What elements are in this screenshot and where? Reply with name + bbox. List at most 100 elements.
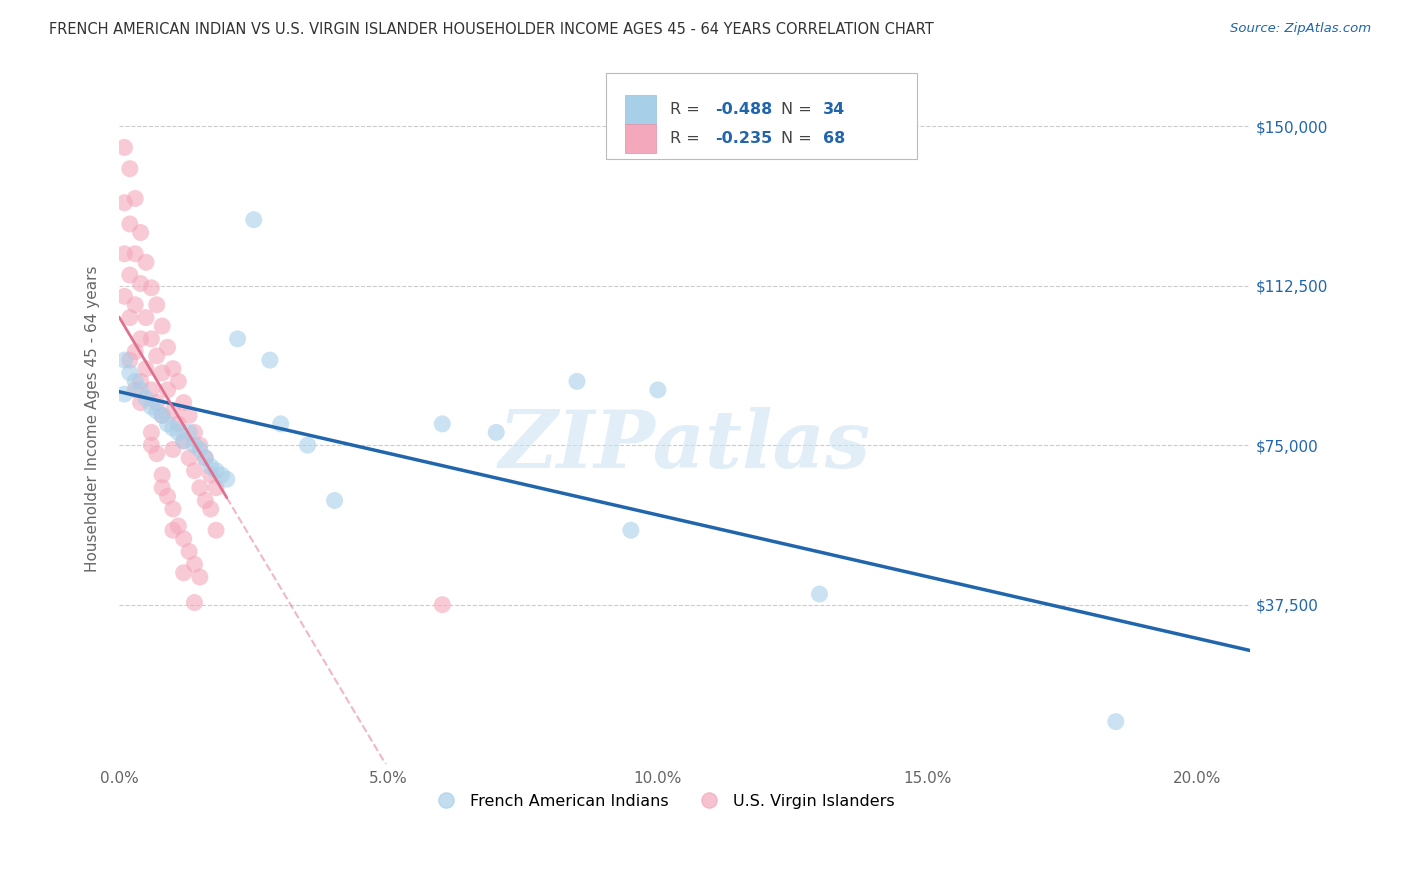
Bar <box>624 124 657 153</box>
Point <box>173 566 195 580</box>
Point <box>647 383 669 397</box>
Point <box>124 298 146 312</box>
Point <box>226 332 249 346</box>
Point <box>209 467 232 482</box>
Text: -0.488: -0.488 <box>716 103 772 118</box>
Point <box>118 353 141 368</box>
Point <box>194 450 217 465</box>
Point <box>194 450 217 465</box>
Point <box>177 544 200 558</box>
Point <box>150 409 173 423</box>
Point <box>135 392 157 406</box>
Point <box>118 366 141 380</box>
Point <box>167 425 190 440</box>
Point <box>141 383 163 397</box>
Point <box>129 332 152 346</box>
Point <box>129 277 152 291</box>
Point <box>145 404 167 418</box>
Point <box>173 395 195 409</box>
Point <box>124 375 146 389</box>
Text: R =: R = <box>671 131 700 146</box>
Point <box>620 523 643 537</box>
Point <box>129 395 152 409</box>
Point <box>162 502 184 516</box>
Point <box>124 246 146 260</box>
Point <box>200 459 222 474</box>
Text: 68: 68 <box>823 131 845 146</box>
Text: ZIPatlas: ZIPatlas <box>499 408 870 485</box>
Point <box>162 404 184 418</box>
Point <box>118 161 141 176</box>
Bar <box>624 95 657 124</box>
Point <box>177 409 200 423</box>
Point <box>135 310 157 325</box>
Point <box>124 191 146 205</box>
Point <box>259 353 281 368</box>
Text: N =: N = <box>780 103 811 118</box>
Point <box>808 587 831 601</box>
Point <box>205 464 228 478</box>
Point <box>177 450 200 465</box>
Y-axis label: Householder Income Ages 45 - 64 years: Householder Income Ages 45 - 64 years <box>86 265 100 572</box>
Point <box>183 438 205 452</box>
Point <box>194 493 217 508</box>
Point <box>242 212 264 227</box>
FancyBboxPatch shape <box>606 73 917 160</box>
Point <box>141 425 163 440</box>
Point <box>297 438 319 452</box>
Point <box>156 383 179 397</box>
Point <box>114 353 136 368</box>
Point <box>188 442 211 457</box>
Text: N =: N = <box>780 131 811 146</box>
Point <box>162 523 184 537</box>
Point <box>485 425 508 440</box>
Point <box>162 421 184 435</box>
Point <box>156 489 179 503</box>
Point <box>129 226 152 240</box>
Text: 34: 34 <box>823 103 845 118</box>
Point <box>167 417 190 431</box>
Point <box>188 481 211 495</box>
Point <box>156 417 179 431</box>
Point <box>129 383 152 397</box>
Point <box>150 481 173 495</box>
Point <box>183 595 205 609</box>
Point <box>145 395 167 409</box>
Point <box>124 344 146 359</box>
Point <box>150 366 173 380</box>
Point <box>177 425 200 440</box>
Point <box>145 447 167 461</box>
Point <box>118 268 141 282</box>
Point <box>141 281 163 295</box>
Point <box>124 383 146 397</box>
Point <box>145 349 167 363</box>
Point <box>167 375 190 389</box>
Point <box>114 195 136 210</box>
Point <box>162 361 184 376</box>
Point <box>183 464 205 478</box>
Point <box>114 140 136 154</box>
Point <box>205 481 228 495</box>
Text: -0.235: -0.235 <box>716 131 772 146</box>
Point <box>215 472 238 486</box>
Text: FRENCH AMERICAN INDIAN VS U.S. VIRGIN ISLANDER HOUSEHOLDER INCOME AGES 45 - 64 Y: FRENCH AMERICAN INDIAN VS U.S. VIRGIN IS… <box>49 22 934 37</box>
Point <box>565 375 588 389</box>
Point <box>173 434 195 448</box>
Legend: French American Indians, U.S. Virgin Islanders: French American Indians, U.S. Virgin Isl… <box>423 787 901 815</box>
Point <box>183 425 205 440</box>
Point <box>135 255 157 269</box>
Point <box>145 298 167 312</box>
Point <box>432 417 454 431</box>
Point <box>200 467 222 482</box>
Point <box>118 310 141 325</box>
Point <box>188 438 211 452</box>
Point <box>156 340 179 354</box>
Point <box>141 332 163 346</box>
Point <box>173 532 195 546</box>
Point <box>323 493 346 508</box>
Point <box>205 523 228 537</box>
Point <box>150 467 173 482</box>
Point <box>129 375 152 389</box>
Point <box>141 400 163 414</box>
Point <box>162 442 184 457</box>
